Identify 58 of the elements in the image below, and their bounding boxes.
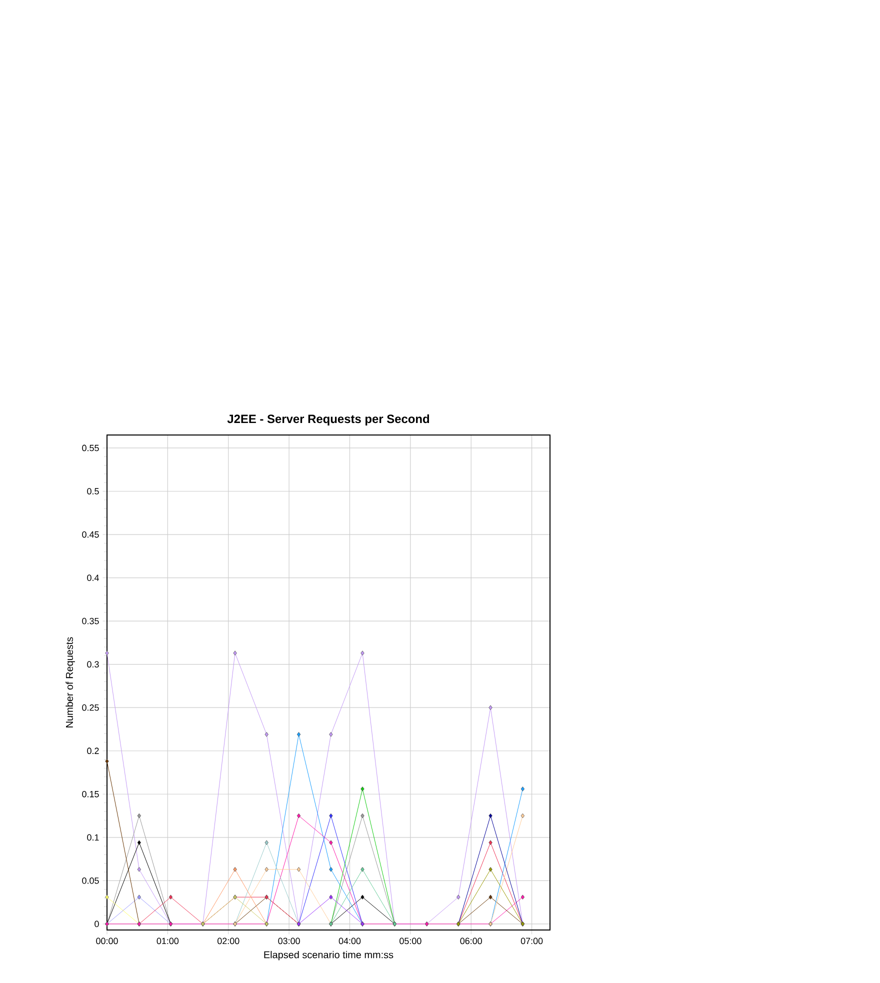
- y-tick-label: 0.45: [82, 531, 99, 538]
- point: [168, 894, 173, 900]
- point: [329, 840, 333, 845]
- point: [137, 894, 142, 900]
- point: [488, 894, 492, 900]
- point: [233, 867, 237, 872]
- point: [329, 867, 333, 872]
- point: [105, 758, 109, 764]
- point: [520, 894, 525, 900]
- point: [360, 894, 364, 900]
- point: [296, 867, 301, 872]
- point: [105, 650, 109, 656]
- point: [329, 813, 333, 818]
- point: [329, 894, 333, 900]
- y-tick-label: 0: [94, 920, 99, 928]
- x-tick-label: 06:00: [460, 938, 482, 944]
- y-tick-label: 0.15: [82, 790, 99, 798]
- y-tick-label: 0.35: [82, 618, 99, 624]
- y-tick-label: 0.3: [87, 661, 99, 668]
- point: [360, 786, 364, 792]
- point: [329, 732, 333, 737]
- x-tick-label: 01:00: [156, 938, 179, 944]
- point: [296, 732, 301, 737]
- y-axis-title: Number of Requests: [66, 637, 75, 728]
- point: [360, 867, 364, 872]
- x-tick-label: 00:00: [96, 938, 118, 944]
- point: [520, 786, 525, 792]
- point: [488, 813, 492, 818]
- x-tick-label: 02:00: [217, 938, 240, 944]
- x-axis-title: Elapsed scenario time mm:ss: [264, 950, 394, 960]
- y-tick-label: 0.5: [87, 488, 99, 494]
- point: [137, 813, 142, 818]
- y-tick-label: 0.2: [87, 748, 99, 754]
- chart-title: J2EE - Server Requests per Second: [227, 414, 430, 426]
- point: [488, 867, 492, 872]
- point: [233, 650, 237, 656]
- x-tick-label: 03:00: [278, 938, 300, 944]
- point: [488, 840, 492, 845]
- point: [360, 650, 364, 656]
- point: [264, 840, 268, 845]
- y-tick-label: 0.4: [87, 574, 99, 581]
- y-tick-label: 0.55: [82, 444, 99, 452]
- point: [456, 894, 460, 900]
- x-tick-label: 05:00: [400, 938, 422, 944]
- point: [105, 894, 109, 900]
- point: [296, 813, 301, 818]
- y-tick-label: 0.05: [82, 877, 99, 884]
- y-tick-label: 0.1: [87, 834, 99, 841]
- point: [137, 840, 142, 845]
- x-tick-label: 04:00: [338, 938, 361, 944]
- point: [264, 732, 268, 737]
- point: [520, 813, 525, 818]
- point: [488, 705, 492, 710]
- x-tick-label: 07:00: [520, 938, 543, 944]
- point: [137, 867, 142, 872]
- point: [360, 813, 364, 818]
- point: [264, 867, 268, 872]
- y-tick-label: 0.25: [82, 704, 99, 711]
